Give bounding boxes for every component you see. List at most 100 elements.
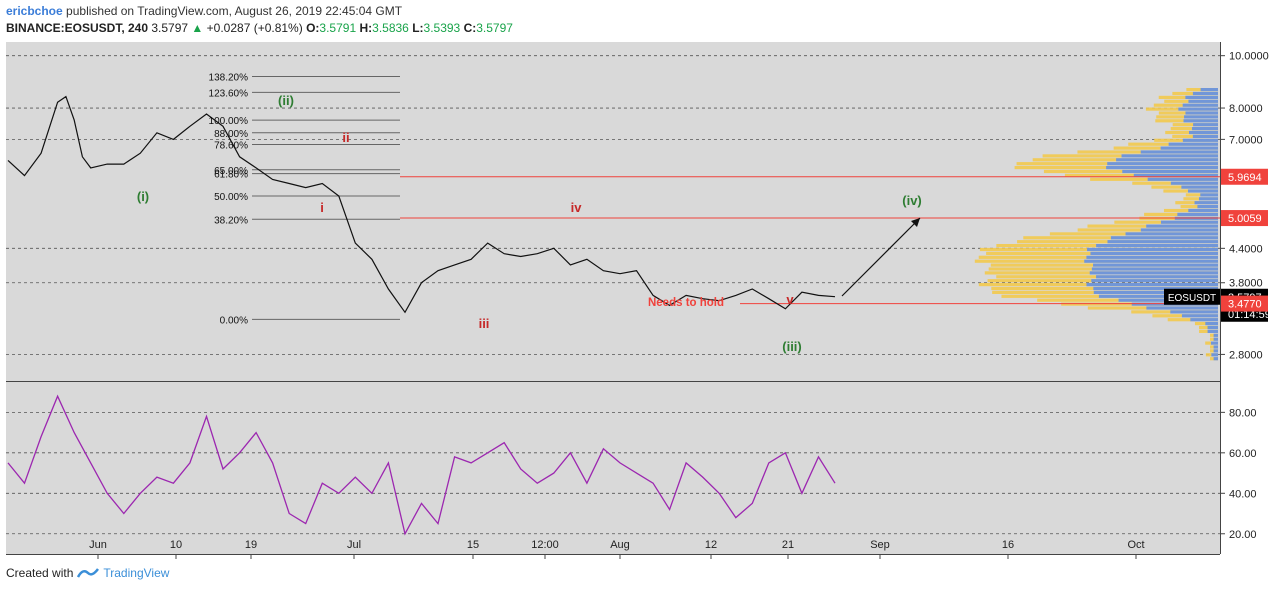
volume-profile-bar xyxy=(1086,283,1218,287)
volume-profile-bar xyxy=(1213,349,1218,353)
oscillator-line xyxy=(7,394,836,536)
fib-level-label: 123.60% xyxy=(209,88,249,99)
high-label: H: xyxy=(359,21,373,35)
volume-profile-bar xyxy=(1178,107,1218,111)
volume-profile-bar xyxy=(1181,185,1218,189)
wave-label: iv xyxy=(571,200,583,215)
volume-profile-bar xyxy=(1122,169,1218,174)
author-link[interactable]: ericbchoe xyxy=(6,4,63,18)
volume-profile-bar xyxy=(1213,345,1218,349)
time-tick-label: Oct xyxy=(1127,539,1144,551)
oscillator-tick-label: 60.00 xyxy=(1229,448,1257,460)
volume-profile-bar xyxy=(1182,103,1218,107)
volume-profile-bar xyxy=(1096,244,1218,248)
price-scale[interactable]: 10.0000 8.0000 7.0000 4.4000 3.8000 2.8000 xyxy=(1220,51,1269,362)
oscillator-series xyxy=(7,394,836,536)
wave-label: iii xyxy=(479,316,490,331)
volume-profile-bar xyxy=(1205,322,1218,326)
wave-label: ii xyxy=(342,130,349,145)
price-tick-label: 8.0000 xyxy=(1229,103,1263,115)
volume-profile-bar xyxy=(1087,247,1218,252)
time-tick-label: Jun xyxy=(89,539,107,551)
footer: Created with TradingView xyxy=(6,566,169,580)
fib-level-label: 138.20% xyxy=(209,73,249,84)
oscillator-tick-label: 40.00 xyxy=(1229,488,1257,500)
volume-profile-bar xyxy=(1170,310,1218,314)
fib-level-label: 61.80% xyxy=(214,170,248,181)
price-label-bg xyxy=(1221,295,1268,312)
volume-profile-bar xyxy=(1096,275,1218,279)
high-value: 3.5836 xyxy=(372,21,409,35)
wave-label: (i) xyxy=(137,189,149,204)
created-with-text: Created with xyxy=(6,566,74,580)
volume-profile-bar xyxy=(1147,177,1218,181)
volume-profile-bar xyxy=(1194,201,1218,205)
volume-profile-bar xyxy=(1185,95,1218,99)
price-label-bg xyxy=(1221,210,1268,227)
oscillator-tick-label: 80.00 xyxy=(1229,407,1257,419)
time-tick-label: 12 xyxy=(705,539,717,551)
fib-level-label: 65.00% xyxy=(214,166,248,177)
volume-profile-bar xyxy=(1210,341,1218,345)
wave-label: i xyxy=(320,200,324,215)
volume-profile-bar xyxy=(1089,271,1218,275)
volume-profile-bar xyxy=(1091,267,1218,271)
time-tick-label: 16 xyxy=(1002,539,1014,551)
volume-profile-bar xyxy=(1168,142,1218,146)
volume-profile-bar xyxy=(1107,162,1218,166)
chart-svg[interactable]: 138.20%123.60%100.00%88.00%78.60%65.00%6… xyxy=(0,38,1280,563)
volume-profile-bar xyxy=(1107,240,1218,244)
volume-profile-bar xyxy=(1188,130,1218,135)
tradingview-link[interactable]: TradingView xyxy=(103,566,170,580)
volume-profile-bar xyxy=(1133,173,1218,177)
last-price: 3.5797 xyxy=(151,21,189,35)
volume-profile-bar xyxy=(1086,255,1218,259)
volume-profile-bar xyxy=(1207,325,1218,330)
oscillator-scale[interactable]: 80.00 60.00 40.00 20.00 xyxy=(1220,407,1257,541)
wave-label: (iv) xyxy=(902,193,922,208)
fibonacci-retracement[interactable]: 138.20% 123.60% 100.00% 88.00%78.60% 65.00%6… xyxy=(209,73,400,327)
volume-profile-bar xyxy=(1183,119,1218,123)
volume-profile-bar xyxy=(1146,224,1218,228)
published-text: published on TradingView.com, August 26,… xyxy=(66,4,403,18)
volume-profile-bar xyxy=(1140,228,1218,232)
time-tick-label: Sep xyxy=(870,539,890,551)
volume-profile-bar xyxy=(1192,91,1218,96)
time-tick-label: 21 xyxy=(782,539,794,551)
fib-level-label: 88.00% xyxy=(214,129,248,140)
volume-profile-bar xyxy=(1190,318,1218,322)
close-value: 3.5797 xyxy=(476,21,513,35)
time-tick-label: Aug xyxy=(610,539,630,551)
arrow-head-icon xyxy=(911,218,920,227)
volume-profile-bar xyxy=(1213,357,1218,361)
low-label: L: xyxy=(412,21,424,35)
time-scale[interactable]: Jun 10 19 Jul 15 12:00 Aug 12 21 Sep 16 Oct xyxy=(89,539,1145,559)
price-label-text: 3.4770 xyxy=(1228,299,1262,311)
volume-profile-bar xyxy=(1188,208,1218,213)
volume-profile-bar xyxy=(1187,189,1218,193)
time-tick-label: 12:00 xyxy=(531,539,559,551)
volume-profile-bar xyxy=(1182,138,1218,142)
volume-profile-bar xyxy=(1177,212,1218,216)
price-line xyxy=(7,95,836,314)
price-label-text: 5.0059 xyxy=(1228,213,1262,225)
oscillator-pane-bg xyxy=(6,382,1220,554)
volume-profile-bar xyxy=(1184,115,1218,119)
volume-profile xyxy=(974,88,1218,361)
horizontal-lines[interactable] xyxy=(400,176,1220,305)
price-change: +0.0287 (+0.81%) xyxy=(206,21,303,35)
close-label: C: xyxy=(463,21,477,35)
volume-profile-bar xyxy=(1140,150,1218,154)
open-label: O: xyxy=(306,21,320,35)
volume-profile-bar xyxy=(1192,134,1218,138)
price-tick-label: 3.8000 xyxy=(1229,278,1263,290)
volume-profile-bar xyxy=(1198,197,1218,201)
price-label-text: 5.9694 xyxy=(1228,172,1262,184)
volume-profile-bar xyxy=(1090,251,1218,255)
fib-level-label: 38.20% xyxy=(214,215,248,226)
volume-profile-bar xyxy=(1213,337,1218,341)
symbol-tag-bg xyxy=(1164,288,1220,305)
volume-profile-bar xyxy=(1106,166,1218,170)
